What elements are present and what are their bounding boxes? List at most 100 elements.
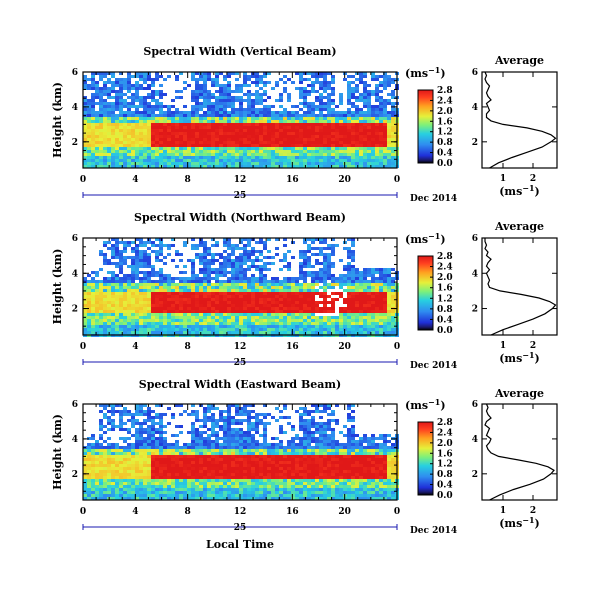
x-tick-label: 0 (394, 342, 400, 352)
colorbar-tick-label: 2.0 (437, 439, 453, 449)
y-tick-label: 2 (72, 305, 78, 315)
x-tick-label: 12 (234, 507, 247, 517)
average-frame (481, 71, 558, 169)
avg-y-tick-label: 6 (472, 68, 478, 78)
colorbar-tick-label: 2.0 (437, 273, 453, 283)
x-tick-label: 12 (234, 342, 247, 352)
panel-title: Spectral Width (Northward Beam) (134, 211, 346, 224)
colorbar-tick-label: 0.0 (437, 159, 453, 169)
panel-title: Spectral Width (Eastward Beam) (139, 378, 341, 391)
avg-y-tick-label: 4 (472, 435, 478, 445)
colorbar-tick-label: 1.2 (437, 460, 453, 470)
colorbar-tick-label: 2.4 (437, 263, 453, 273)
y-axis-label: Height (km) (51, 414, 64, 490)
heatmap-field (83, 72, 399, 168)
x-axis-label: Local Time (206, 538, 274, 551)
y-tick-label: 4 (72, 435, 78, 445)
panel-2: Spectral Width (Northward Beam) 2 4 6 Height… (51, 211, 558, 371)
colorbar-tick-label: 0.8 (437, 138, 453, 148)
average-profile-line (484, 403, 555, 501)
y-tick-label: 6 (72, 400, 78, 410)
x-tick-label: 0 (394, 175, 400, 185)
y-tick-label: 2 (72, 138, 78, 148)
avg-x-tick-label: 1 (500, 174, 506, 184)
y-tick-label: 6 (72, 68, 78, 78)
avg-y-tick-label: 2 (472, 305, 478, 315)
average-title: Average (494, 220, 544, 233)
x-tick-label: 20 (338, 175, 351, 185)
y-tick-label: 6 (72, 234, 78, 244)
colorbar-tick-label: 0.4 (437, 149, 453, 159)
panel-1: Spectral Width (Vertical Beam) 2 4 6 Height … (51, 45, 558, 204)
avg-x-tick-label: 2 (530, 341, 536, 351)
colorbar-tick-label: 0.0 (437, 326, 453, 336)
average-frame (481, 403, 558, 501)
day-label: 25 (234, 358, 247, 368)
x-tick-label: 4 (132, 175, 138, 185)
avg-x-tick-label: 2 (530, 506, 536, 516)
x-tick-label: 0 (394, 507, 400, 517)
average-x-label: (ms−1) (499, 350, 540, 365)
colorbar-tick-label: 1.6 (437, 449, 453, 459)
avg-y-tick-label: 6 (472, 234, 478, 244)
y-tick-label: 4 (72, 269, 78, 279)
colorbar-tick-label: 1.6 (437, 284, 453, 294)
x-tick-label: 8 (185, 507, 191, 517)
x-tick-label: 20 (338, 507, 351, 517)
average-x-label: (ms−1) (499, 183, 540, 198)
colorbar-tick-label: 0.0 (437, 491, 453, 501)
colorbar-tick-label: 1.2 (437, 294, 453, 304)
x-tick-label: 16 (286, 342, 299, 352)
colorbar-unit-label: (ms−1) (405, 231, 446, 246)
average-title: Average (494, 387, 544, 400)
colorbar-tick-label: 0.8 (437, 470, 453, 480)
colorbar-tick-label: 1.2 (437, 128, 453, 138)
date-label: Dec 2014 (410, 361, 457, 371)
y-axis-label: Height (km) (51, 249, 64, 325)
avg-y-tick-label: 2 (472, 138, 478, 148)
colorbar (417, 255, 434, 331)
avg-y-tick-label: 6 (472, 400, 478, 410)
colorbar-tick-label: 2.4 (437, 96, 453, 106)
colorbar-tick-label: 2.4 (437, 428, 453, 438)
day-label: 25 (234, 523, 247, 533)
x-tick-label: 0 (80, 175, 86, 185)
colorbar-tick-label: 0.4 (437, 481, 453, 491)
date-label: Dec 2014 (410, 194, 457, 204)
y-tick-label: 2 (72, 470, 78, 480)
x-tick-label: 8 (185, 342, 191, 352)
average-profile-line (484, 238, 557, 336)
colorbar-tick-label: 2.8 (437, 418, 453, 428)
average-x-label: (ms−1) (499, 515, 540, 530)
colorbar-tick-label: 1.6 (437, 117, 453, 127)
y-tick-label: 4 (72, 103, 78, 113)
colorbar-tick-label: 2.8 (437, 86, 453, 96)
colorbar-tick-label: 0.8 (437, 305, 453, 315)
colorbar (417, 89, 434, 164)
average-frame (481, 237, 558, 336)
day-label: 25 (234, 191, 247, 201)
x-tick-label: 4 (132, 507, 138, 517)
colorbar-tick-label: 2.8 (437, 252, 453, 262)
colorbar-unit-label: (ms−1) (405, 397, 446, 412)
x-tick-label: 20 (338, 342, 351, 352)
x-tick-label: 4 (132, 342, 138, 352)
x-tick-label: 0 (80, 507, 86, 517)
average-title: Average (494, 54, 544, 67)
x-tick-label: 16 (286, 507, 299, 517)
panel-3: Spectral Width (Eastward Beam) 2 4 6 Height … (51, 378, 558, 536)
avg-y-tick-label: 4 (472, 103, 478, 113)
colorbar-tick-label: 0.4 (437, 315, 453, 325)
x-tick-label: 0 (80, 342, 86, 352)
heatmap-field (83, 404, 399, 500)
heatmap-field (83, 238, 399, 337)
x-tick-label: 16 (286, 175, 299, 185)
y-axis-label: Height (km) (51, 82, 64, 158)
panel-title: Spectral Width (Vertical Beam) (143, 45, 336, 58)
avg-y-tick-label: 4 (472, 269, 478, 279)
avg-x-tick-label: 1 (500, 506, 506, 516)
avg-x-tick-label: 1 (500, 341, 506, 351)
avg-x-tick-label: 2 (530, 174, 536, 184)
x-tick-label: 8 (185, 175, 191, 185)
